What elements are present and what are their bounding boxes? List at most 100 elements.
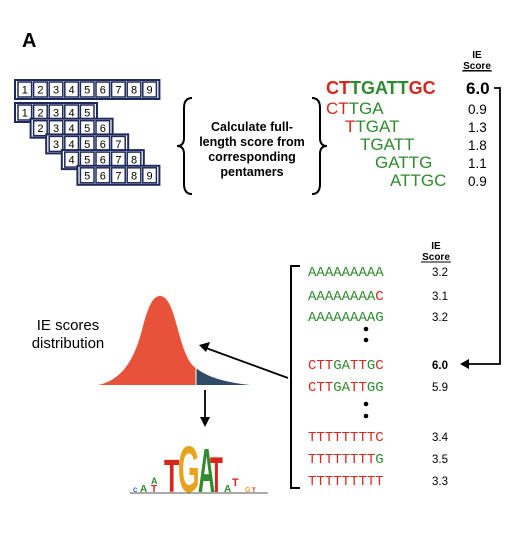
svg-text:A: A xyxy=(224,484,231,495)
pentamer-sequence: CTTGA xyxy=(326,99,384,118)
position-number: 3 xyxy=(53,123,59,135)
svg-text:G: G xyxy=(245,487,251,494)
pentamer-score: 1.8 xyxy=(468,138,487,153)
position-number: 5 xyxy=(84,85,90,97)
position-cell xyxy=(32,81,48,98)
position-cell xyxy=(17,104,33,121)
ie-score-header-top-line2: Score xyxy=(463,61,491,72)
position-number: 5 xyxy=(84,155,90,167)
logo-letter-t2: T xyxy=(210,448,223,504)
position-number: 7 xyxy=(115,155,121,167)
position-number: 8 xyxy=(131,85,137,97)
left-brace xyxy=(176,97,193,195)
svg-text:C: C xyxy=(133,488,138,494)
position-number: 4 xyxy=(69,108,75,120)
position-cell xyxy=(142,167,158,184)
kmer-sequence: TTTTTTTTT xyxy=(308,474,384,490)
position-cell xyxy=(32,119,48,137)
kmer-score: 5.9 xyxy=(432,382,448,394)
svg-text:A: A xyxy=(140,484,147,495)
position-number: 5 xyxy=(84,139,90,151)
position-number: 5 xyxy=(84,170,90,182)
position-number: 2 xyxy=(37,108,43,120)
position-cell xyxy=(64,81,80,98)
ie-score-header-top-line1: IE xyxy=(472,50,482,61)
logo-letter-t1: T xyxy=(164,450,180,502)
pentamer-score: 0.9 xyxy=(468,102,487,117)
kmer-list-bracket xyxy=(290,265,300,489)
position-number: 7 xyxy=(115,139,121,151)
position-number: 3 xyxy=(53,108,59,120)
position-cell xyxy=(79,167,95,184)
svg-text:T: T xyxy=(151,484,157,495)
position-number: 9 xyxy=(147,85,153,97)
ellipsis-dots-bottom xyxy=(363,401,369,419)
position-number: 9 xyxy=(147,170,153,182)
position-number: 5 xyxy=(84,108,90,120)
kmer-sequence: AAAAAAAAC xyxy=(308,289,384,305)
kmer-sequence: CTTGATTGG xyxy=(308,380,384,396)
position-cell xyxy=(48,81,64,98)
calc-line-4: pentamers xyxy=(220,165,283,179)
ie-score-distribution-plot xyxy=(98,296,250,385)
sequence-logo: A T A A T G C T T G A T xyxy=(130,432,268,506)
position-cell xyxy=(110,81,126,98)
position-number: 1 xyxy=(22,108,28,120)
position-number: 3 xyxy=(53,85,59,97)
position-cell xyxy=(79,81,95,98)
position-number: 4 xyxy=(69,155,75,167)
distribution-label-1: IE scores xyxy=(37,317,100,334)
kmer-sequence: AAAAAAAAG xyxy=(308,310,384,326)
position-number: 5 xyxy=(84,123,90,135)
pentamer-score: 0.9 xyxy=(468,174,487,189)
full-sequence: CTTGATTGC xyxy=(326,78,436,98)
position-number: 8 xyxy=(131,170,137,182)
position-number: 6 xyxy=(100,123,106,135)
position-number: 4 xyxy=(69,123,75,135)
distribution-tail xyxy=(196,368,250,385)
position-cell xyxy=(64,151,80,168)
pentamer-sequence: TGATT xyxy=(360,135,414,154)
distribution-label-2: distribution xyxy=(32,335,105,352)
kmer-score: 3.1 xyxy=(432,291,448,303)
kmer-score: 3.3 xyxy=(432,476,448,488)
calc-line-2: length score from xyxy=(199,135,305,149)
full-seq-red-start: CT xyxy=(326,78,350,98)
kmer-score: 6.0 xyxy=(432,360,448,372)
position-number: 6 xyxy=(100,170,106,182)
right-brace xyxy=(311,97,328,195)
position-number: 6 xyxy=(100,155,106,167)
calc-line-1: Calculate full- xyxy=(211,120,293,134)
ie-score-header-list-line2: Score xyxy=(422,252,450,263)
position-cell xyxy=(110,167,126,184)
position-boxes: 1 2 3 4 5 6 7 8 91 2 3 4 52 3 4 5 63 4 5 6 74 5 6 7 85 6 7 8 9 xyxy=(14,79,161,186)
calc-description: Calculate full- length score from corres… xyxy=(199,120,305,179)
position-cell xyxy=(142,81,158,98)
kmer-sequence: TTTTTTTTC xyxy=(308,430,384,446)
kmer-score: 3.5 xyxy=(432,454,448,466)
position-number: 3 xyxy=(53,139,59,151)
position-number: 2 xyxy=(37,85,43,97)
distribution-body xyxy=(98,296,196,385)
svg-text:T: T xyxy=(232,477,239,489)
position-number: 4 xyxy=(69,139,75,151)
svg-text:T: T xyxy=(252,488,256,494)
pentamer-score: 1.1 xyxy=(468,156,487,171)
pentamer-sequence: GATTG xyxy=(375,153,432,172)
position-number: 8 xyxy=(131,155,137,167)
position-number: 7 xyxy=(115,170,121,182)
calc-line-3: corresponding xyxy=(208,150,296,164)
pentamer-score: 1.3 xyxy=(468,120,487,135)
kmer-score: 3.2 xyxy=(432,267,448,279)
full-seq-green: TGATT xyxy=(350,78,409,98)
position-number: 7 xyxy=(115,85,121,97)
score-link-arrow xyxy=(466,87,501,365)
logo-letter-g: G xyxy=(178,432,200,506)
position-number: 2 xyxy=(37,123,43,135)
kmer-sequence: CTTGATTGC xyxy=(308,358,384,374)
